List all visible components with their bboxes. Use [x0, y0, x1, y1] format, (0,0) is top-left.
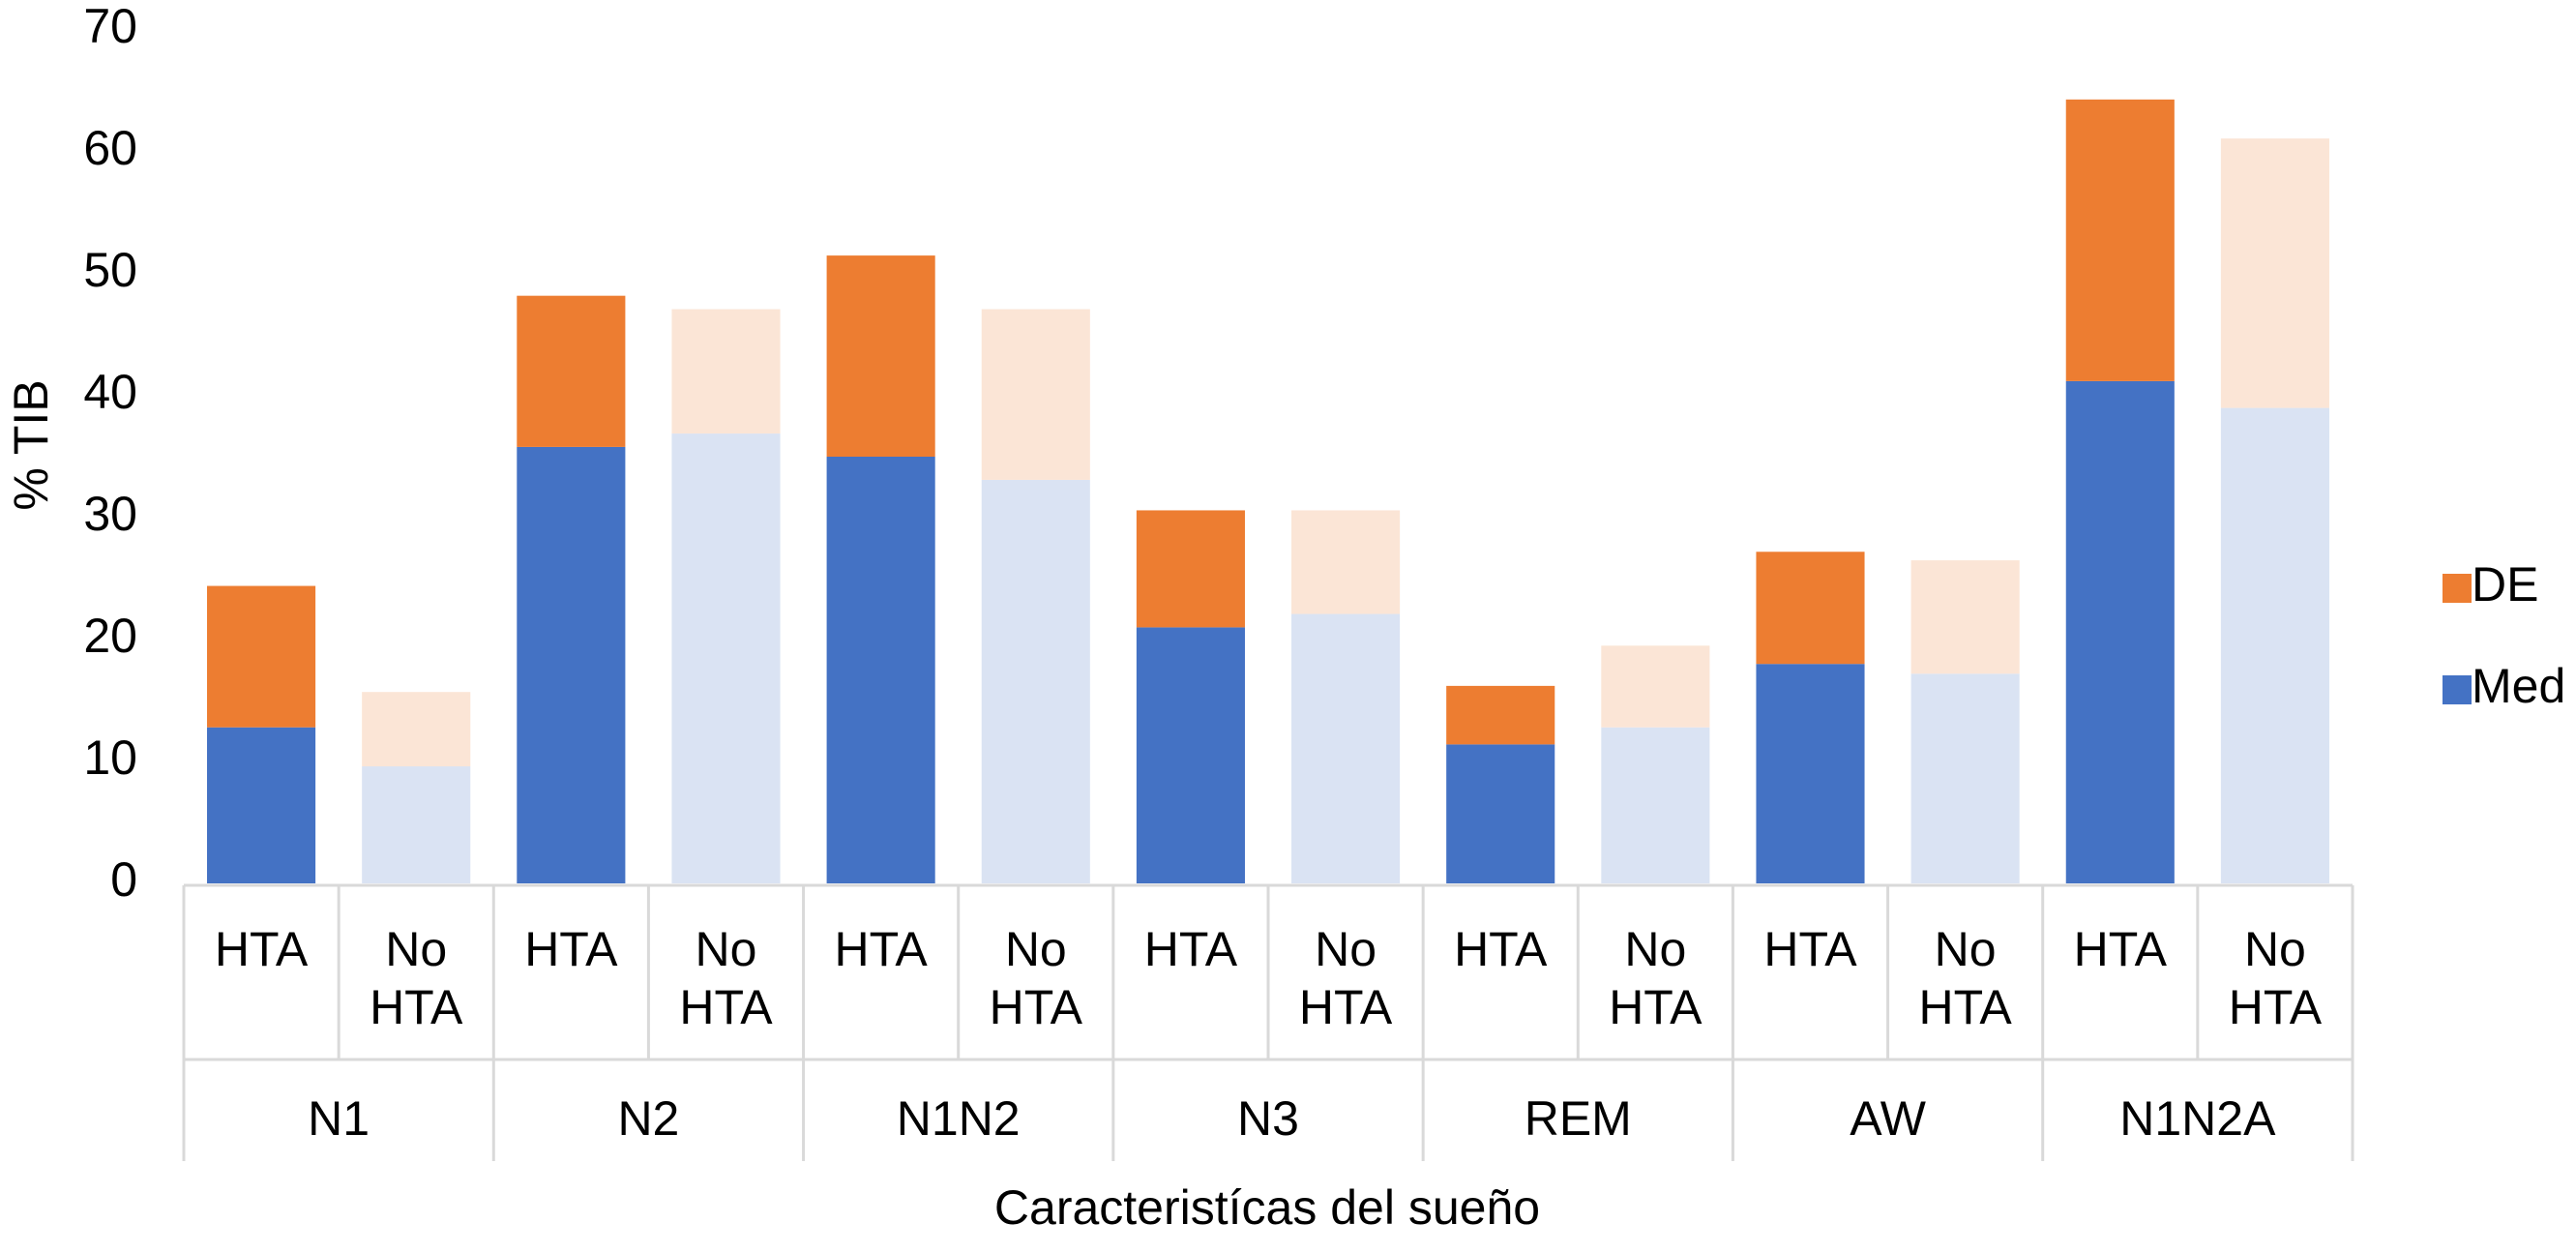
- x-tick-label: No HTA: [1609, 922, 1703, 1034]
- legend-swatch: [2443, 574, 2472, 603]
- bar-segment: [362, 766, 471, 883]
- bar-segment: [1291, 613, 1401, 883]
- x-tick-label: HTA: [1763, 922, 1857, 976]
- y-tick-label: 20: [83, 609, 137, 663]
- y-tick-label: 10: [83, 731, 137, 785]
- x-tick-label: HTA: [1454, 922, 1548, 976]
- y-tick-label: 50: [83, 243, 137, 297]
- x-tick-label: HTA: [834, 922, 928, 976]
- bar-segment: [1910, 560, 2020, 674]
- bar-segment: [1291, 510, 1401, 614]
- group-label: N2: [617, 1091, 679, 1146]
- bar-segment: [1446, 685, 1555, 745]
- legend-label: DE: [2472, 557, 2538, 612]
- group-label: N3: [1237, 1091, 1299, 1146]
- legend-swatch: [2443, 675, 2472, 704]
- x-tick-label: No HTA: [370, 922, 463, 1034]
- bar-segment: [207, 585, 316, 728]
- group-label: N1N2: [897, 1091, 1021, 1146]
- bar-segment: [981, 309, 1090, 480]
- legend-label: Med: [2472, 659, 2565, 713]
- bar-segment: [1446, 744, 1555, 883]
- group-label: N1N2A: [2119, 1091, 2276, 1146]
- y-tick-label: 0: [110, 852, 137, 907]
- bar-segment: [1601, 645, 1710, 728]
- group-label: N1: [308, 1091, 370, 1146]
- y-tick-label: 30: [83, 487, 137, 541]
- bar-segment: [1910, 673, 2020, 883]
- bar-segment: [1136, 510, 1245, 628]
- bar-segment: [671, 433, 781, 883]
- y-axis-title: % TIB: [4, 379, 58, 510]
- bar-segment: [207, 727, 316, 883]
- bar-segment: [671, 309, 781, 434]
- bar-segment: [362, 692, 471, 767]
- bar-segment: [517, 446, 626, 883]
- x-axis-title: Caracteristícas del sueño: [994, 1180, 1540, 1235]
- group-label: REM: [1525, 1091, 1632, 1146]
- bar-segment: [1136, 627, 1245, 883]
- x-tick-label: No HTA: [1918, 922, 2012, 1034]
- bar-segment: [826, 457, 935, 883]
- x-tick-label: HTA: [2074, 922, 2168, 976]
- bar-segment: [2065, 99, 2175, 381]
- x-tick-label: HTA: [1144, 922, 1238, 976]
- y-tick-label: 60: [83, 121, 137, 175]
- bar-segment: [2065, 380, 2175, 883]
- y-tick-label: 70: [83, 0, 137, 53]
- bar-segment: [2220, 407, 2329, 883]
- bar-segment: [1756, 552, 1865, 665]
- bar-segment: [1756, 664, 1865, 883]
- bar-segment: [2220, 138, 2329, 408]
- x-tick-label: No HTA: [2229, 922, 2323, 1034]
- x-tick-label: HTA: [215, 922, 309, 976]
- x-tick-label: No HTA: [679, 922, 773, 1034]
- bar-segment: [826, 255, 935, 457]
- x-tick-label: No HTA: [990, 922, 1083, 1034]
- y-tick-label: 40: [83, 365, 137, 419]
- group-label: AW: [1850, 1091, 1926, 1146]
- bar-segment: [981, 479, 1090, 883]
- x-tick-label: No HTA: [1299, 922, 1393, 1034]
- x-tick-label: HTA: [524, 922, 618, 976]
- bar-segment: [517, 295, 626, 447]
- bar-segment: [1601, 727, 1710, 883]
